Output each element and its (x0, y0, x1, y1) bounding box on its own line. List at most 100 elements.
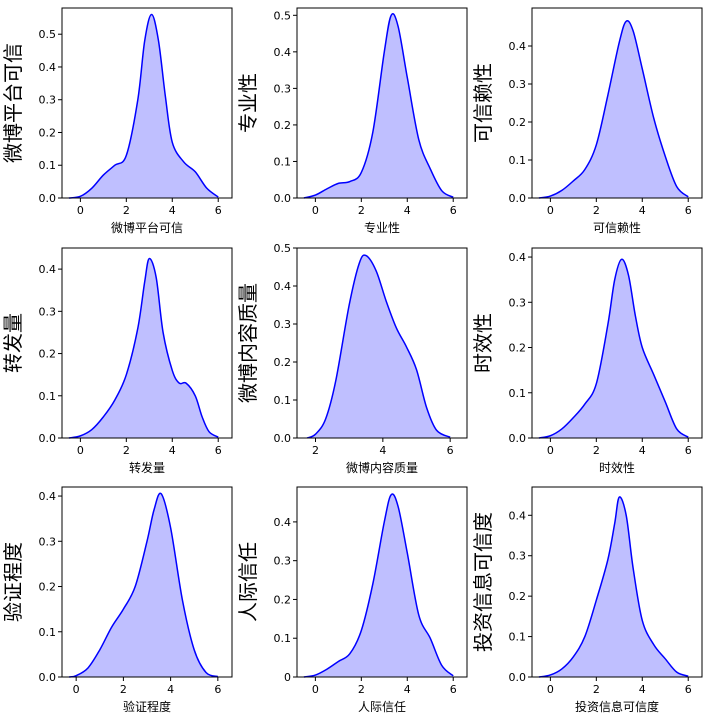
axes-frame (61, 247, 233, 439)
y-axis-label: 微博内容质量 (236, 283, 260, 403)
y-tick-label: 0.3 (39, 535, 57, 548)
y-axis-label: 时效性 (471, 313, 495, 373)
x-tick-label: 2 (593, 683, 600, 696)
x-tick-label: 2 (312, 444, 319, 457)
axes-frame (296, 7, 468, 199)
y-tick-label: 0.3 (509, 550, 527, 563)
y-tick-label: 0.0 (39, 432, 57, 445)
y-tick-label: 0.0 (39, 671, 57, 684)
y-tick-label: 0.1 (274, 394, 292, 407)
y-tick-label: 0.3 (274, 318, 292, 331)
y-axis-label: 专业性 (236, 73, 260, 133)
density-area (538, 259, 689, 438)
x-tick-label: 6 (450, 683, 457, 696)
x-tick-label: 2 (123, 444, 130, 457)
y-tick-label: 0.5 (274, 242, 292, 255)
y-axis-label: 投资信息可信度 (471, 512, 495, 652)
x-tick-label: 4 (639, 444, 646, 457)
y-tick-label: 0.4 (39, 263, 57, 276)
x-tick-label: 4 (379, 444, 386, 457)
y-tick-label: 0.2 (39, 126, 57, 139)
y-tick-label: 0.4 (39, 61, 57, 74)
density-area (68, 14, 219, 198)
y-tick-label: 0.4 (274, 280, 292, 293)
density-line (303, 13, 454, 199)
x-tick-label: 6 (685, 204, 692, 217)
y-tick-label: 0 (284, 671, 291, 684)
density-line (68, 13, 219, 199)
y-tick-label: 0.4 (274, 46, 292, 59)
y-tick-label: 0.1 (274, 632, 292, 645)
x-axis-label: 转发量 (129, 460, 165, 475)
x-tick-label: 4 (169, 444, 176, 457)
density-area (303, 13, 454, 199)
density-line (68, 257, 219, 439)
y-axis-label: 转发量 (1, 313, 25, 373)
y-tick-label: 0.1 (274, 155, 292, 168)
x-tick-label: 4 (169, 204, 176, 217)
y-tick-label: 0.1 (39, 390, 57, 403)
y-tick-label: 0.2 (274, 356, 292, 369)
y-tick-label: 0.3 (509, 78, 527, 91)
x-axis-label: 人际信任 (358, 700, 406, 714)
y-tick-label: 0.1 (509, 387, 527, 400)
y-axis-label: 验证程度 (1, 542, 25, 622)
density-line (68, 492, 219, 678)
y-tick-label: 0.5 (274, 9, 292, 22)
x-tick-label: 0 (77, 204, 84, 217)
y-tick-label: 0.4 (274, 516, 292, 529)
x-axis-label: 验证程度 (123, 699, 171, 714)
x-axis-label: 可信赖性 (593, 221, 641, 235)
x-tick-label: 2 (358, 683, 365, 696)
y-tick-label: 0.5 (39, 28, 57, 41)
y-tick-label: 0.2 (509, 342, 527, 355)
x-tick-label: 6 (447, 444, 454, 457)
axes-frame (296, 247, 468, 439)
y-axis-label: 可信赖性 (471, 63, 495, 143)
x-tick-label: 6 (685, 444, 692, 457)
x-tick-label: 2 (120, 683, 127, 696)
x-tick-label: 0 (547, 683, 554, 696)
x-tick-label: 2 (593, 444, 600, 457)
y-tick-label: 0.1 (509, 631, 527, 644)
y-tick-label: 0.3 (274, 555, 292, 568)
y-tick-label: 0.2 (509, 116, 527, 129)
y-tick-label: 0.2 (39, 348, 57, 361)
x-tick-label: 0 (77, 444, 84, 457)
axes-frame (531, 7, 703, 199)
x-tick-label: 4 (404, 683, 411, 696)
x-tick-label: 6 (685, 683, 692, 696)
y-tick-label: 0.2 (274, 593, 292, 606)
y-tick-label: 0.0 (274, 192, 292, 205)
y-tick-label: 0.1 (39, 626, 57, 639)
density-line (303, 493, 454, 678)
x-tick-label: 6 (215, 444, 222, 457)
y-tick-label: 0.4 (509, 251, 527, 264)
x-tick-label: 4 (167, 683, 174, 696)
density-area (68, 258, 219, 438)
density-line (538, 496, 689, 678)
y-tick-label: 0.0 (509, 671, 527, 684)
y-tick-label: 0.2 (509, 590, 527, 603)
density-area (303, 494, 454, 677)
y-tick-label: 0.4 (509, 40, 527, 53)
y-tick-label: 0.1 (39, 159, 57, 172)
x-tick-label: 6 (214, 683, 221, 696)
x-tick-label: 6 (450, 204, 457, 217)
density-area (69, 493, 218, 677)
y-axis-label: 微博平台可信 (1, 43, 25, 163)
x-tick-label: 0 (312, 204, 319, 217)
y-tick-label: 0.1 (509, 154, 527, 167)
y-tick-label: 0.3 (39, 305, 57, 318)
x-tick-label: 2 (358, 204, 365, 217)
axes-frame (296, 486, 468, 678)
